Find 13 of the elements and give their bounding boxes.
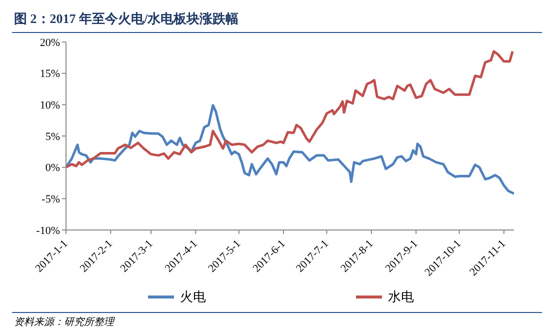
y-tick-label: -10% [36, 224, 60, 237]
y-tick-label: 20% [40, 36, 60, 49]
y-tick-label: 10% [40, 100, 60, 112]
y-tick-label: 0% [45, 162, 60, 174]
chart-title: 图 2：2017 年至今火电/水电板块涨跌幅 [14, 10, 239, 28]
y-tick-label: 5% [45, 130, 60, 143]
line-series [66, 50, 514, 169]
line-series [66, 104, 514, 195]
y-tick-label: -5% [42, 194, 60, 206]
legend-label: 火电 [180, 288, 206, 306]
text: 资料来源：研究所整理 [14, 316, 114, 329]
y-tick-label: 15% [40, 68, 60, 80]
legend-label: 水电 [388, 288, 414, 306]
